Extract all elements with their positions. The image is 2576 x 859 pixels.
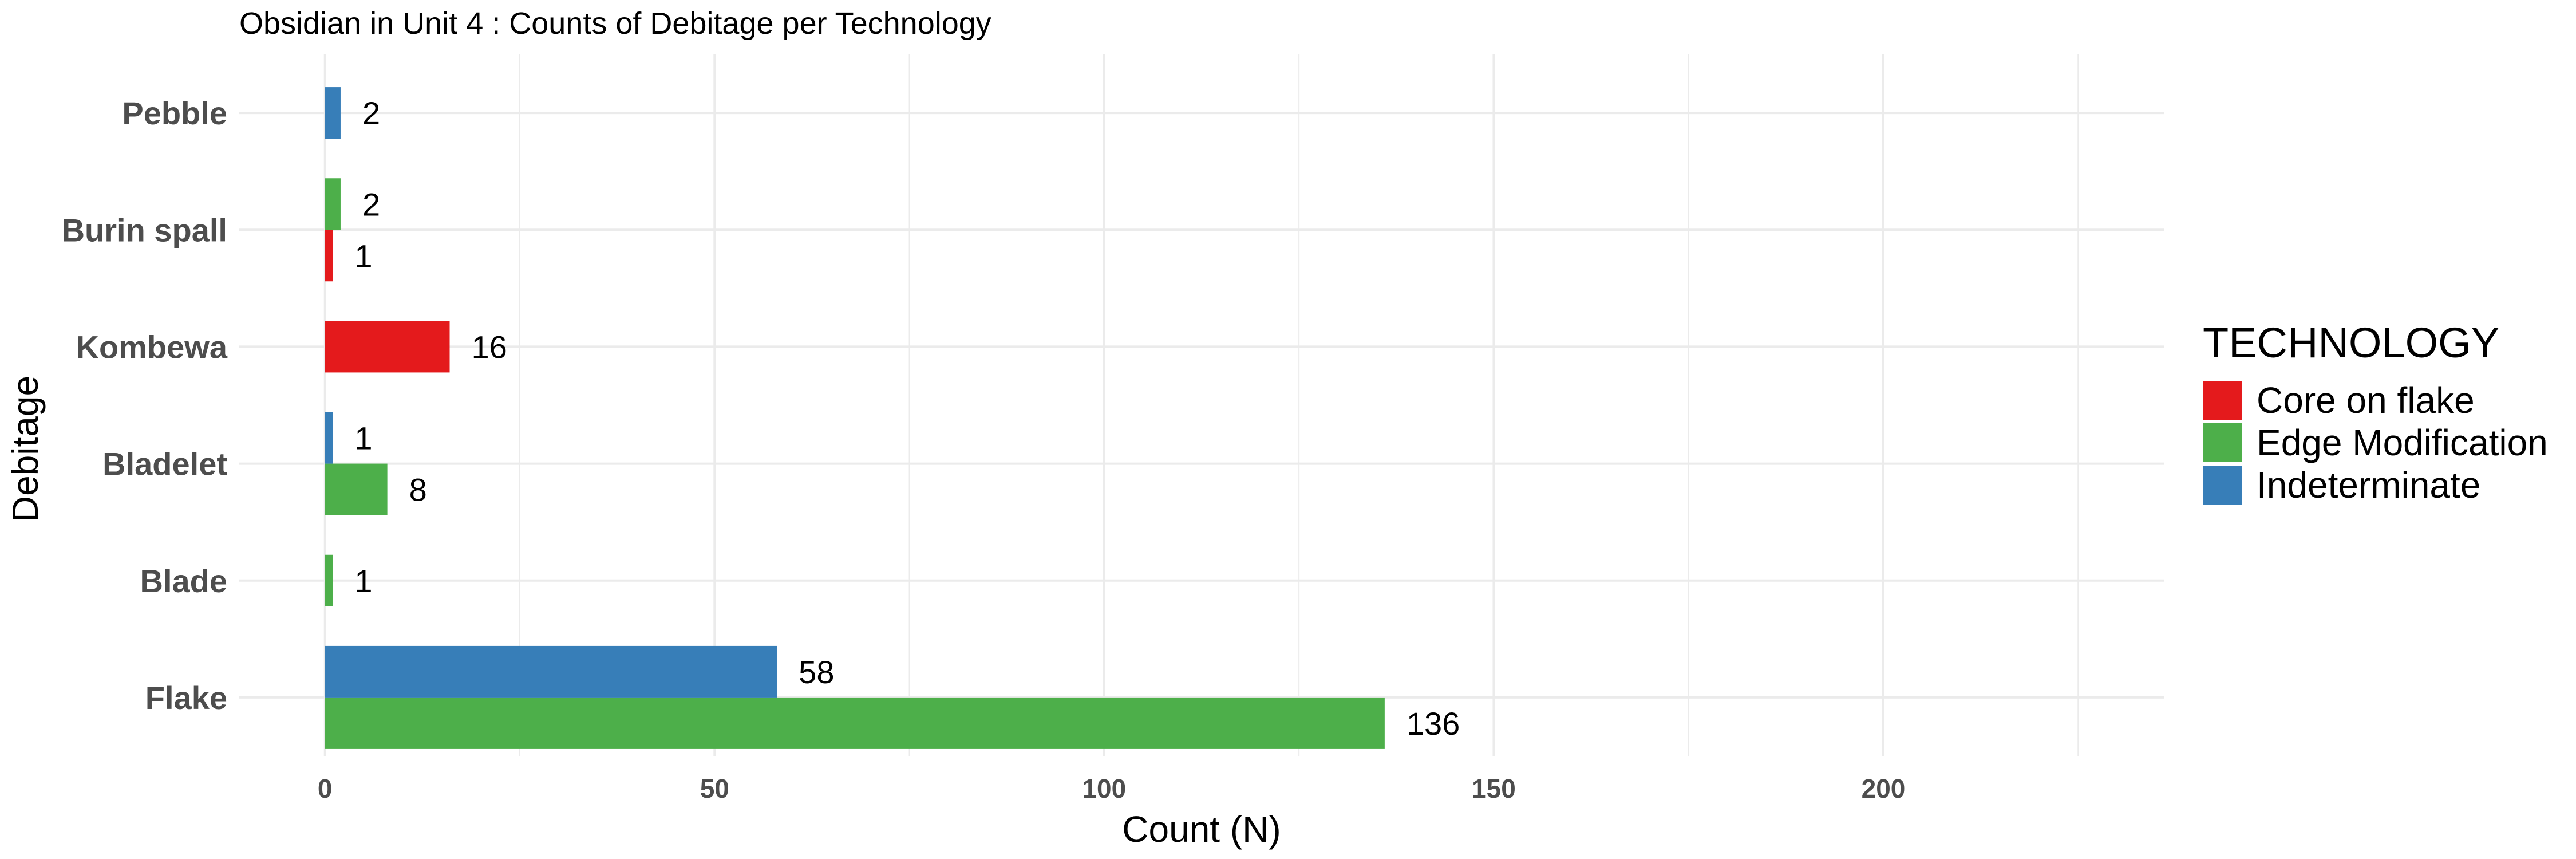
x-tick-label: 150 bbox=[1472, 774, 1516, 803]
bar bbox=[325, 321, 450, 373]
x-tick-label: 200 bbox=[1862, 774, 1906, 803]
legend: TECHNOLOGY Core on flake Edge Modificatio… bbox=[2203, 318, 2548, 507]
chart-title: Obsidian in Unit 4 : Counts of Debitage … bbox=[239, 6, 991, 41]
y-axis-title: Debitage bbox=[5, 376, 46, 522]
grid-minor bbox=[519, 54, 2079, 756]
bar bbox=[325, 554, 333, 606]
bar-value-label: 1 bbox=[354, 563, 372, 599]
legend-title: TECHNOLOGY bbox=[2203, 319, 2500, 367]
legend-label: Indeterminate bbox=[2257, 464, 2481, 506]
bar-value-label: 2 bbox=[362, 95, 380, 131]
bar-value-label: 1 bbox=[354, 238, 372, 274]
x-axis-title: Count (N) bbox=[1122, 809, 1281, 850]
y-tick-label: Burin spall bbox=[62, 212, 227, 248]
legend-key bbox=[2203, 466, 2242, 505]
y-tick-label: Kombewa bbox=[76, 329, 228, 365]
bars bbox=[325, 87, 1385, 749]
bar bbox=[325, 178, 341, 230]
legend-label: Edge Modification bbox=[2257, 422, 2548, 463]
x-axis-ticks: 0 50 100 150 200 bbox=[318, 774, 1905, 803]
y-tick-label: Flake bbox=[145, 680, 227, 716]
bar-value-label: 8 bbox=[409, 472, 427, 508]
legend-item: Edge Modification bbox=[2203, 422, 2548, 463]
x-tick-label: 0 bbox=[318, 774, 333, 803]
legend-key bbox=[2203, 381, 2242, 420]
bar-value-label: 16 bbox=[472, 329, 507, 365]
bar-value-label: 1 bbox=[354, 420, 372, 456]
bar-value-label: 58 bbox=[799, 654, 834, 690]
y-tick-label: Blade bbox=[140, 563, 228, 599]
data-labels: 136 58 1 8 1 16 1 2 2 bbox=[354, 95, 1460, 742]
legend-key bbox=[2203, 423, 2242, 462]
x-tick-label: 100 bbox=[1082, 774, 1126, 803]
bar-value-label: 136 bbox=[1406, 706, 1460, 742]
bar-value-label: 2 bbox=[362, 186, 380, 222]
y-tick-label: Bladelet bbox=[102, 446, 227, 482]
y-axis-ticks: Flake Blade Bladelet Kombewa Burin spall Pebb… bbox=[62, 95, 228, 716]
bar bbox=[325, 463, 388, 515]
legend-items: Core on flake Edge Modification Indetermin… bbox=[2203, 380, 2548, 506]
bar bbox=[325, 697, 1385, 749]
bar bbox=[325, 412, 333, 464]
legend-label: Core on flake bbox=[2257, 380, 2475, 421]
bar bbox=[325, 645, 777, 698]
bar bbox=[325, 87, 341, 139]
legend-item: Indeterminate bbox=[2203, 464, 2548, 506]
bar bbox=[325, 230, 333, 282]
x-tick-label: 50 bbox=[700, 774, 729, 803]
legend-item: Core on flake bbox=[2203, 380, 2548, 421]
y-tick-label: Pebble bbox=[122, 95, 227, 131]
